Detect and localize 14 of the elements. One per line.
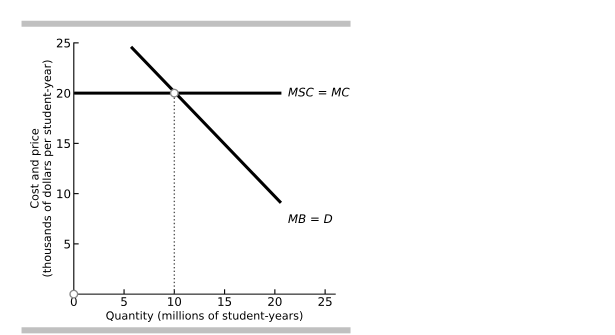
x-tick-label: 5 [121, 297, 127, 306]
x-tick-label: 15 [218, 297, 232, 306]
x-tick-label: 25 [318, 297, 332, 306]
y-tick-label: 10 [57, 189, 70, 198]
y-tick-label: 25 [56, 38, 70, 48]
y-tick-label: 20 [56, 88, 70, 98]
x-tick-label: 20 [268, 297, 282, 306]
y-axis-title: Cost and price (thousands of dollars per student-year) [30, 60, 54, 277]
series-label: MB = D [288, 214, 332, 224]
x-axis-title: Quantity (millions of student-years) [106, 311, 302, 322]
x-tick-label: 10 [168, 297, 182, 306]
y-tick-label: 15 [57, 139, 70, 148]
series-label: MSC = MC [288, 88, 350, 97]
y-tick-label: 5 [64, 240, 70, 249]
